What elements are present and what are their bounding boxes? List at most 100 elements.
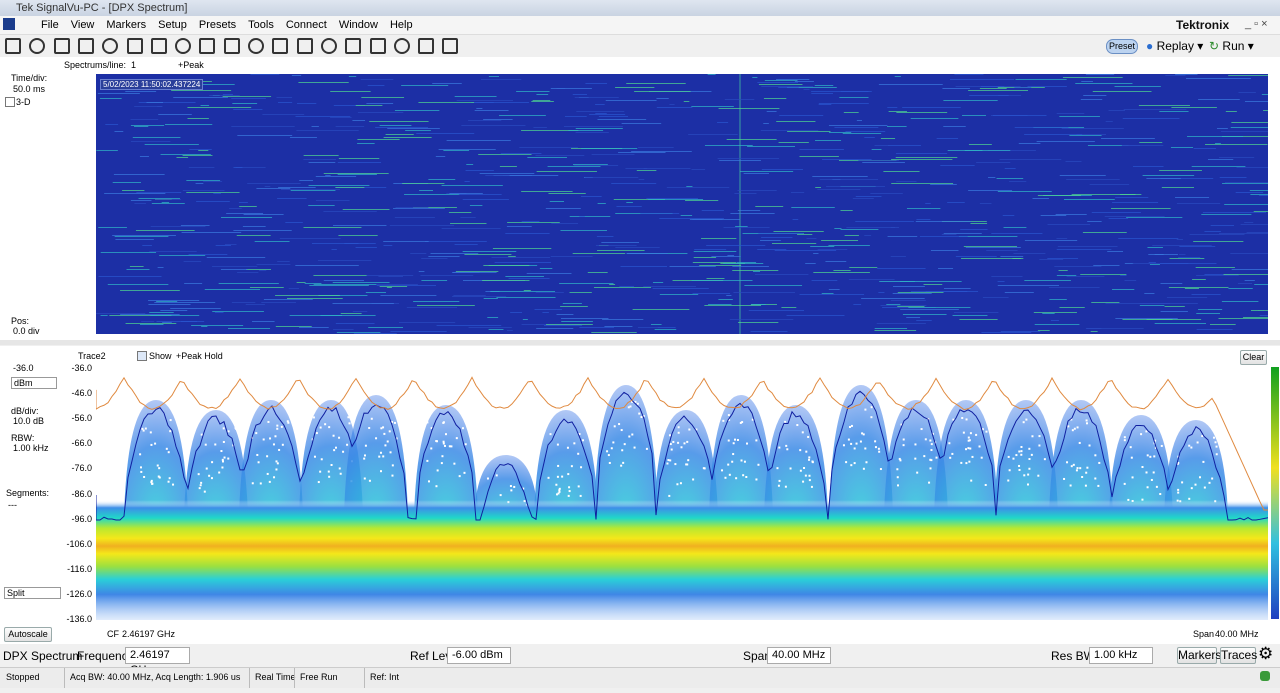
toolbar-icon[interactable] [393,38,410,54]
spectrogram-streak [1104,216,1165,217]
toolbar-icon[interactable] [345,38,362,54]
spectrogram-streak [634,91,691,92]
toolbar-icon[interactable] [418,38,435,54]
spectrogram-streak [890,256,906,257]
spectrogram-streak [849,267,878,268]
spectrogram-streak [750,331,788,332]
toolbar-icon[interactable] [5,38,21,54]
three-d-checkbox[interactable] [5,97,15,107]
frequency-field[interactable]: 2.46197 GHz [125,647,190,676]
spectrogram-streak [581,148,638,149]
db-div-label: dB/div: [11,406,39,416]
spectrogram-streak [815,187,821,188]
window-controls[interactable]: _ ▫ × [1245,18,1268,30]
spectrogram-streak [246,269,271,270]
menu-item[interactable]: Setup [158,19,187,31]
spectrogram-streak [263,299,313,300]
spectrogram-streak [320,315,376,316]
spectrogram-streak [877,268,926,269]
toolbar-icon[interactable] [223,38,240,54]
spectrogram-streak [996,178,1024,179]
spectrogram-streak [626,253,668,254]
toolbar-icon[interactable] [272,38,289,54]
span-field[interactable]: 40.00 MHz [767,647,831,664]
preset-button[interactable]: Preset [1106,39,1138,54]
spectrogram-streak [1176,239,1183,240]
menu-item[interactable]: Markers [106,19,147,31]
toolbar-icon[interactable] [199,38,216,54]
time-div: 50.0 ms [13,84,46,94]
spectrogram-streak [556,314,574,315]
menu-item[interactable]: File [41,19,59,31]
res-bw-field[interactable]: 1.00 kHz [1089,647,1153,664]
toolbar-icon[interactable] [369,38,386,54]
spectrogram-streak [308,185,370,186]
spectrogram-streak [938,268,954,269]
spectrogram-streak [646,198,698,199]
ref-lev-field[interactable]: -6.00 dBm [447,647,511,664]
spectrums-per-line-label: Spectrums/line: [64,60,127,70]
toolbar-icon[interactable] [29,38,46,54]
spectrogram-streak [563,126,623,127]
spectrogram-streak [125,323,177,324]
toolbar-icon[interactable] [442,38,459,54]
spectrogram-streak [231,302,256,303]
show-checkbox[interactable] [137,351,147,361]
autoscale-button[interactable]: Autoscale [4,627,52,642]
spectrogram-streak [308,205,335,206]
spectrogram-streak [833,270,851,271]
toolbar-icon[interactable] [53,38,70,54]
unit-select[interactable]: dBm [11,377,57,389]
spectrogram-streak [221,217,273,218]
spectrogram-streak [1230,127,1268,128]
rbw: 1.00 kHz [13,443,49,453]
toolbar-icon[interactable] [77,38,94,54]
toolbar-icon[interactable] [126,38,143,54]
spectrogram-streak [711,256,741,257]
trace-select[interactable]: Trace2 [78,351,106,361]
splitter[interactable] [0,340,1280,345]
spectrogram-streak [173,97,228,98]
spectrogram-streak [1225,111,1237,112]
markers-button[interactable]: Markers [1177,647,1222,664]
spectrogram-streak [289,315,342,316]
spectrogram-streak [943,233,982,234]
spectrogram-streak [365,292,386,293]
menu-item[interactable]: View [70,19,95,31]
replay-button[interactable]: ● Replay ▾ [1146,39,1204,53]
menu-item[interactable]: Presets [198,19,237,31]
toolbar-icon[interactable] [296,38,313,54]
menu-item[interactable]: Connect [285,19,327,31]
toolbar-icon[interactable] [102,38,119,54]
toolbar-icon[interactable] [320,38,337,54]
toolbar-icon[interactable] [248,38,264,54]
spectrogram-streak [325,175,331,176]
toolbar-icon[interactable] [175,38,192,54]
spectrogram-streak [970,223,988,224]
menu-item[interactable]: Tools [248,19,274,31]
spectrogram-streak [141,321,155,322]
menu-item[interactable]: Window [338,19,378,31]
spectrogram-streak [187,118,209,119]
spectrogram-streak [398,322,456,323]
settings-gear[interactable]: ⚙ [1258,644,1274,663]
spectrogram-streak [940,165,975,166]
spectrogram-streak [478,154,532,155]
spectrogram-streak [738,322,779,323]
spectrogram-streak [1122,319,1173,320]
spectrogram-streak [1176,203,1221,204]
toolbar-icon[interactable] [150,38,167,54]
spectrogram-streak [560,230,607,231]
spectrogram-streak [229,208,242,209]
spectrogram-streak [1055,214,1087,215]
mode-select[interactable]: Split [4,587,61,599]
clear-button[interactable]: Clear [1240,350,1267,365]
spectrogram-streak [550,88,592,89]
spectrogram-streak [874,328,908,329]
spectrogram-streak [876,323,926,324]
span-display: 40.00 MHz [1215,629,1259,639]
y-label: -96.0 [71,513,92,524]
run-button[interactable]: ↻ Run ▾ [1209,39,1254,53]
traces-button[interactable]: Traces [1220,647,1258,664]
menu-item[interactable]: Help [389,19,413,31]
